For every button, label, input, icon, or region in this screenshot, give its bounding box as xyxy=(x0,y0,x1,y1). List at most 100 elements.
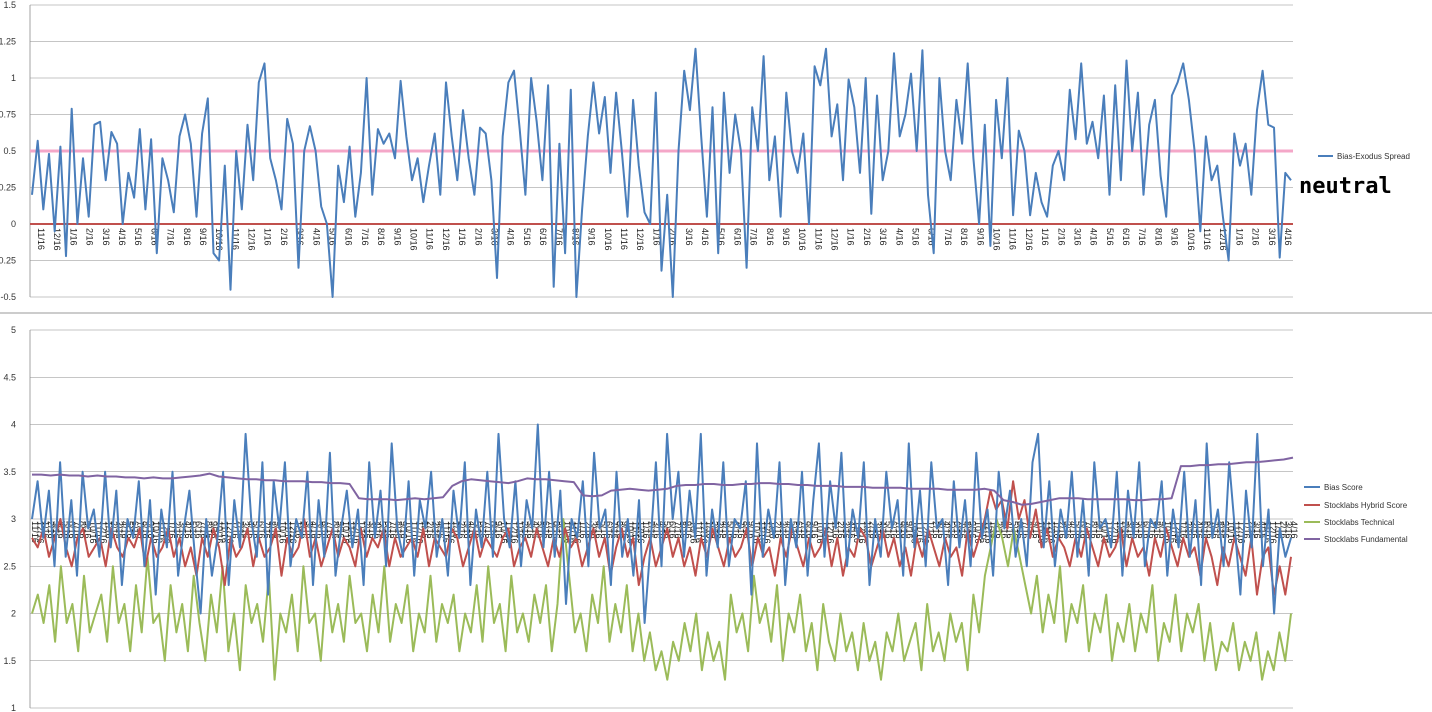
x-tick-label: 10/16 xyxy=(625,521,635,544)
x-tick-label: 1/16 xyxy=(926,521,936,539)
x-tick-label: 10/16 xyxy=(1186,228,1196,251)
x-tick-label: 1/16 xyxy=(420,521,430,539)
x-tick-label: 12/16 xyxy=(415,521,425,544)
x-tick-label: 4/16 xyxy=(1131,521,1141,539)
x-tick-label: 5/16 xyxy=(716,228,726,246)
y-tick-label: 1 xyxy=(11,703,16,712)
x-tick-label: 8/16 xyxy=(765,228,775,246)
series-line-technical xyxy=(31,518,1292,681)
x-tick-label: 9/16 xyxy=(1170,228,1180,246)
x-tick-label: 8/16 xyxy=(330,521,340,539)
x-tick-label: 4/16 xyxy=(117,228,127,246)
x-tick-label: 3/16 xyxy=(1126,521,1136,539)
legend-label-spread: Bias-Exodus Spread xyxy=(1337,152,1410,161)
x-tick-label: 11/16 xyxy=(425,228,435,250)
y-tick-label: 1 xyxy=(11,73,16,83)
y-tick-label: 0 xyxy=(11,219,16,229)
x-tick-label: 11/16 xyxy=(1263,521,1273,543)
x-tick-label: 7/16 xyxy=(72,521,82,539)
x-tick-label: 7/16 xyxy=(1084,521,1094,539)
x-tick-label: 12/16 xyxy=(247,228,257,251)
x-tick-label: 5/16 xyxy=(911,228,921,246)
x-tick-label: 2/16 xyxy=(457,521,467,539)
y-tick-label: 0.5 xyxy=(3,146,16,156)
x-tick-label: 12/16 xyxy=(1024,228,1034,251)
x-tick-label: 6/16 xyxy=(541,521,551,539)
x-tick-label: 10/16 xyxy=(214,521,224,544)
x-tick-label: 4/16 xyxy=(246,521,256,539)
x-tick-label: 6/16 xyxy=(604,521,614,539)
x-tick-label: 11/16 xyxy=(1168,521,1178,543)
x-tick-label: 9/16 xyxy=(905,521,915,539)
x-tick-label: 3/16 xyxy=(873,521,883,539)
x-tick-label: 11/16 xyxy=(813,228,823,250)
series-line-bias-score xyxy=(31,423,1292,624)
x-tick-label: 8/16 xyxy=(182,228,192,246)
x-tick-label: 11/16 xyxy=(441,521,451,543)
x-tick-label: 7/16 xyxy=(199,521,209,539)
x-tick-label: 4/16 xyxy=(506,228,516,246)
x-tick-label: 10/16 xyxy=(88,521,98,544)
x-tick-label: 2/16 xyxy=(1279,521,1289,539)
x-tick-label: 1/16 xyxy=(457,228,467,246)
y-tick-label: 4.5 xyxy=(3,372,16,382)
x-tick-label: 2/16 xyxy=(1057,521,1067,539)
x-tick-label: 11/16 xyxy=(694,521,704,543)
x-tick-label: 11/16 xyxy=(567,521,577,543)
x-tick-label: 11/16 xyxy=(1231,521,1241,543)
x-tick-label: 11/16 xyxy=(619,228,629,250)
x-tick-label: 7/16 xyxy=(749,228,759,246)
x-tick-label: 5/16 xyxy=(62,521,72,539)
x-tick-label: 10/16 xyxy=(1226,521,1236,544)
x-tick-label: 12/16 xyxy=(441,228,451,251)
x-tick-label: 6/16 xyxy=(130,521,140,539)
x-tick-label: 1/16 xyxy=(68,228,78,246)
x-tick-label: 8/16 xyxy=(1026,521,1036,539)
x-tick-label: 2/16 xyxy=(668,228,678,246)
x-tick-label: 7/16 xyxy=(483,521,493,539)
x-tick-label: 4/16 xyxy=(372,521,382,539)
x-tick-label: 1/16 xyxy=(831,521,841,539)
x-tick-label: 7/16 xyxy=(262,521,272,539)
x-tick-label: 12/16 xyxy=(288,521,298,544)
x-tick-label: 10/16 xyxy=(1099,521,1109,544)
x-tick-label: 1/16 xyxy=(704,521,714,539)
x-tick-label: 7/16 xyxy=(736,521,746,539)
x-tick-label: 7/16 xyxy=(943,228,953,246)
x-tick-label: 12/16 xyxy=(225,521,235,544)
y-tick-label: 1.5 xyxy=(3,0,16,10)
x-tick-label: 1/16 xyxy=(578,521,588,539)
x-tick-label: 12/16 xyxy=(52,228,62,251)
x-tick-label: 4/16 xyxy=(1289,521,1299,539)
x-tick-label: 6/16 xyxy=(1121,228,1131,246)
x-tick-label: 3/16 xyxy=(999,521,1009,539)
legend-label-bias-score: Bias Score xyxy=(1324,483,1363,492)
x-tick-label: 11/16 xyxy=(1008,228,1018,250)
x-tick-label: 6/16 xyxy=(1078,521,1088,539)
x-tick-label: 2/16 xyxy=(425,521,435,539)
x-tick-label: 5/16 xyxy=(133,228,143,246)
x-tick-label: 11/16 xyxy=(631,521,641,543)
x-tick-label: 9/16 xyxy=(810,521,820,539)
x-tick-label: 2/16 xyxy=(868,521,878,539)
y-tick-label: -0.5 xyxy=(0,292,16,302)
y-tick-label: 0.25 xyxy=(0,183,16,193)
x-tick-label: 8/16 xyxy=(376,228,386,246)
x-tick-label: 7/16 xyxy=(388,521,398,539)
x-tick-label: 4/16 xyxy=(120,521,130,539)
x-tick-label: 1/16 xyxy=(1273,521,1283,539)
x-tick-label: 11/16 xyxy=(1105,521,1115,543)
x-tick-label: 5/16 xyxy=(473,521,483,539)
x-tick-label: 4/16 xyxy=(467,521,477,539)
legend-label-hybrid-score: Stocklabs Hybrid Score xyxy=(1324,501,1408,510)
x-tick-label: 8/16 xyxy=(804,521,814,539)
x-tick-label: 2/16 xyxy=(583,521,593,539)
x-tick-label: 6/16 xyxy=(538,228,548,246)
x-tick-label: 12/16 xyxy=(509,521,519,544)
x-tick-label: 4/16 xyxy=(311,228,321,246)
x-tick-label: 9/16 xyxy=(975,228,985,246)
x-tick-label: 5/16 xyxy=(315,521,325,539)
x-tick-label: 7/16 xyxy=(1137,228,1147,246)
x-tick-label: 3/16 xyxy=(304,521,314,539)
neutral-annotation: neutral xyxy=(1299,174,1392,199)
